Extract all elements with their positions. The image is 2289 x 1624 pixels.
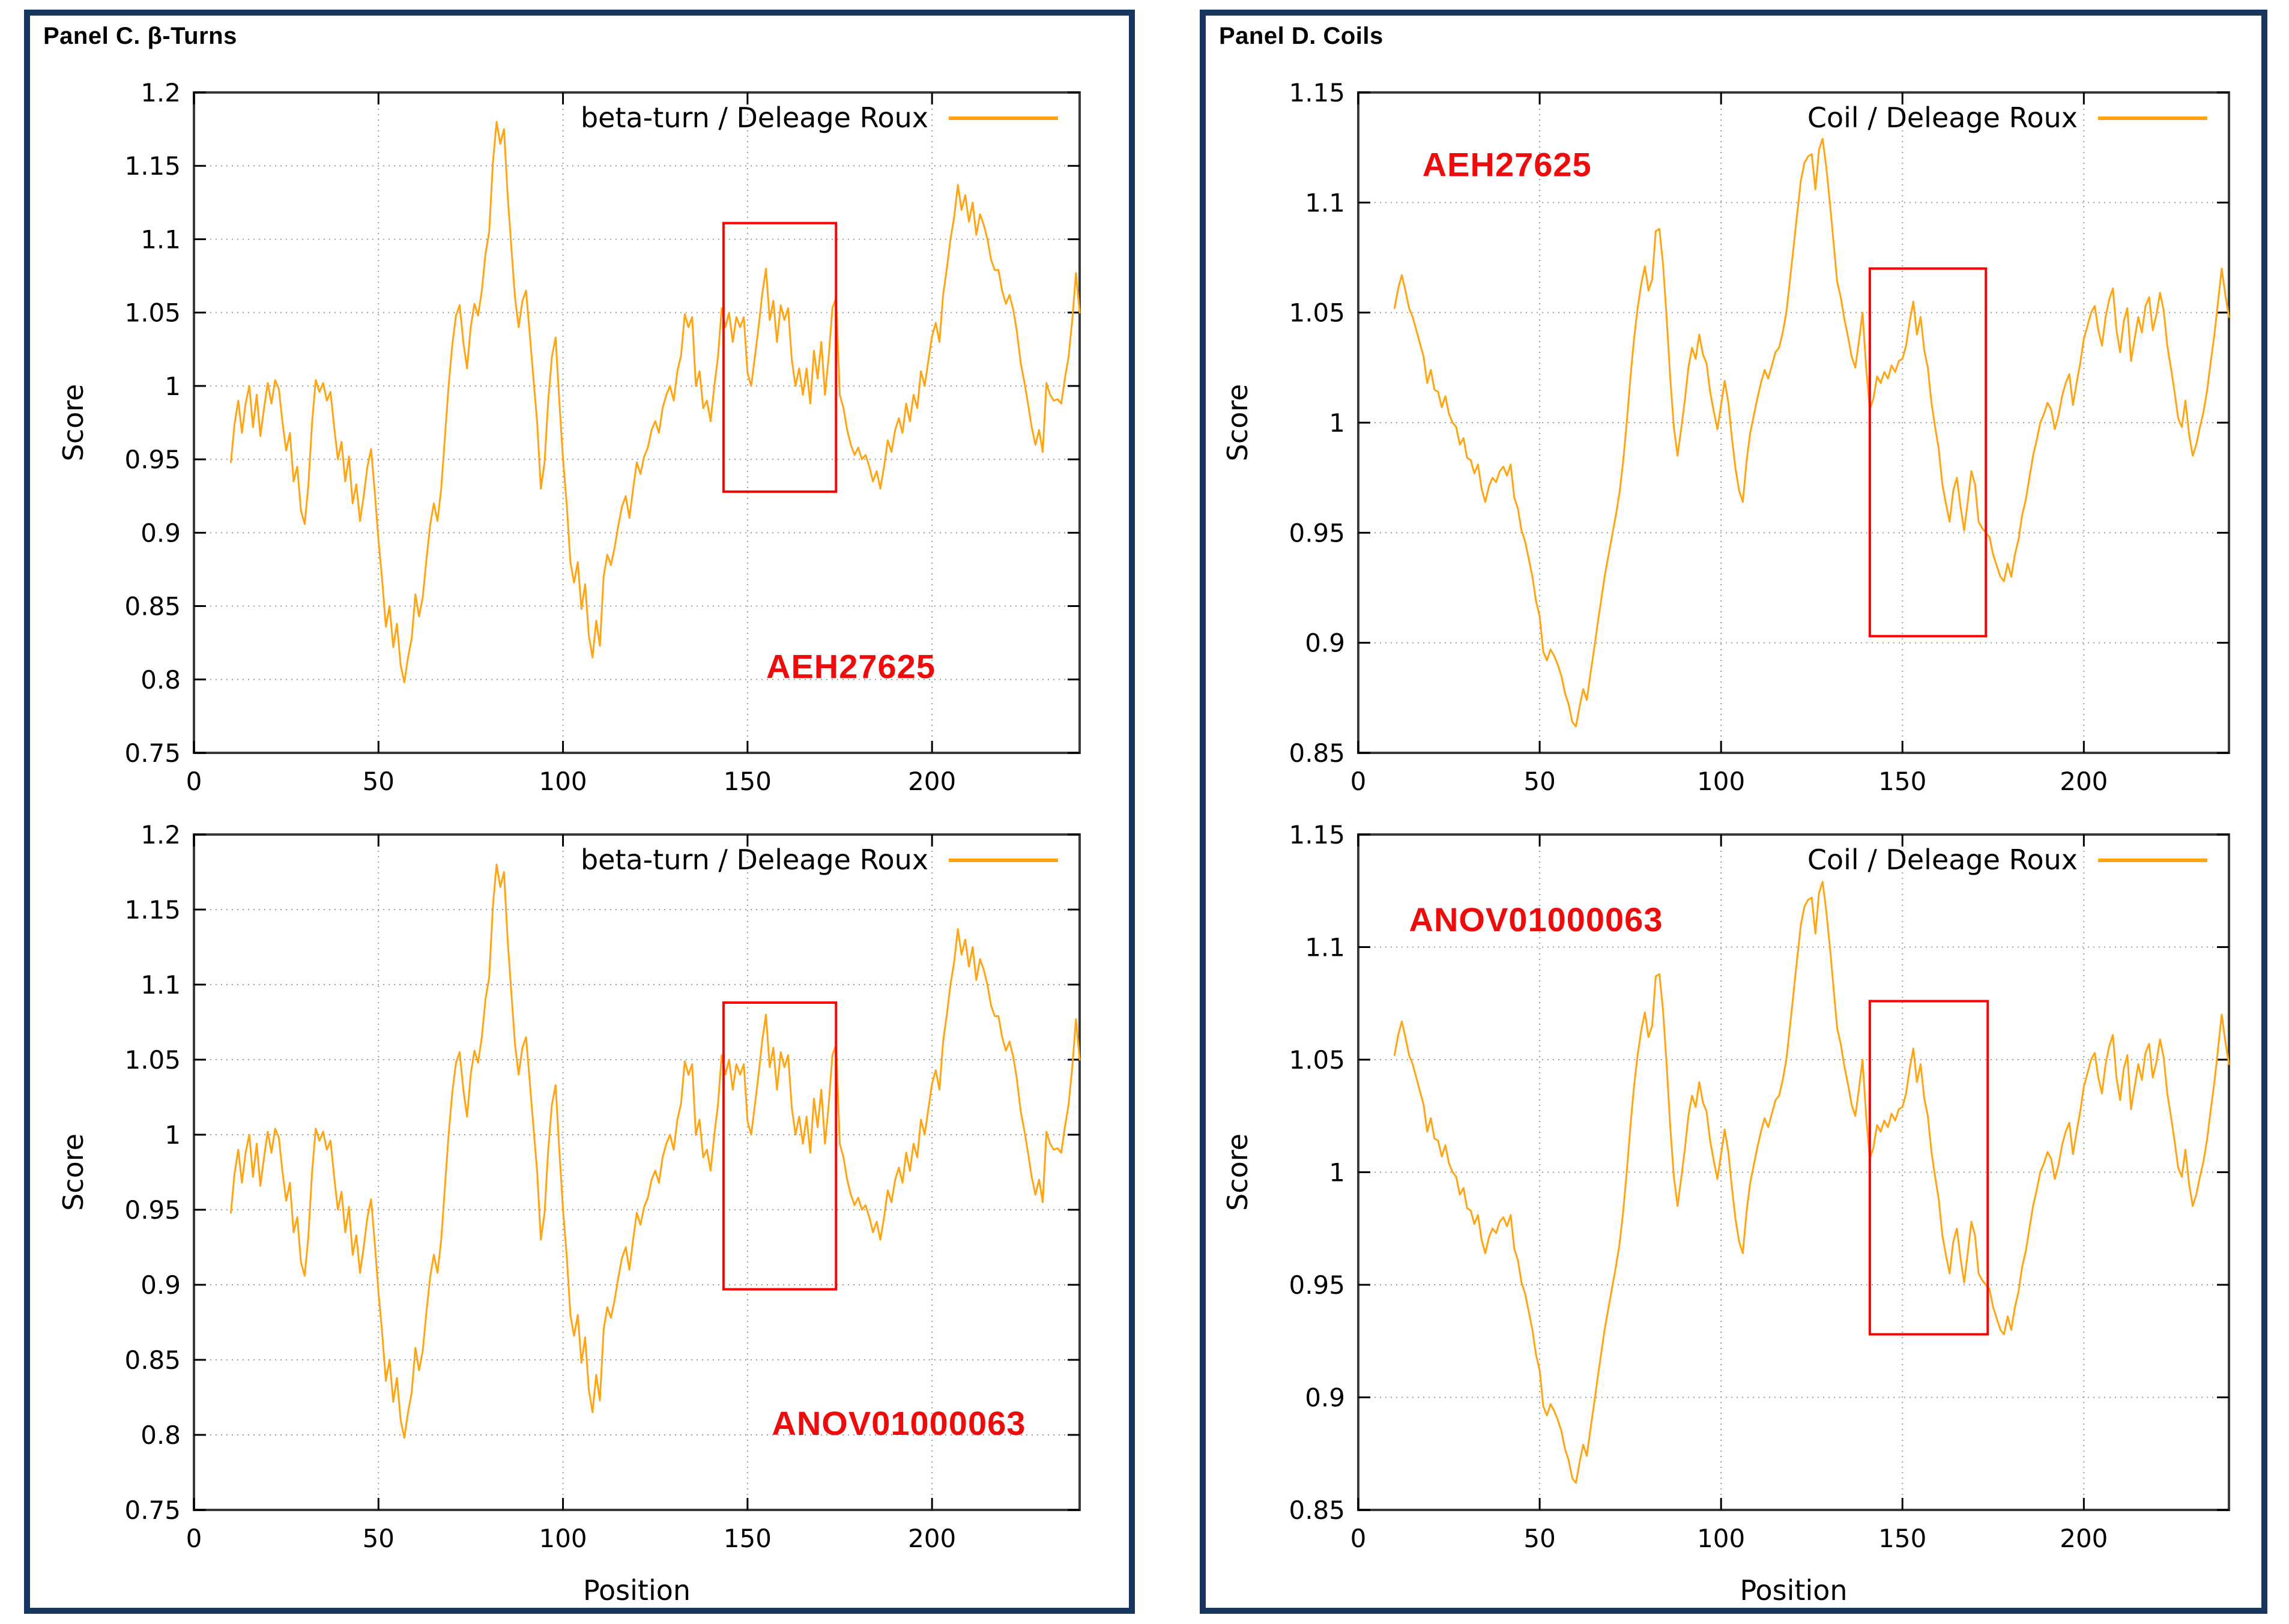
y-tick-label: 0.9 — [141, 1270, 181, 1300]
y-tick-label: 1.1 — [1305, 933, 1345, 962]
panel-c-title: Panel C. β-Turns — [43, 23, 237, 49]
y-tick-label: 0.95 — [124, 445, 181, 474]
x-tick-label: 50 — [1523, 1524, 1555, 1553]
x-tick-label: 50 — [363, 1524, 395, 1553]
sequence-id-label: ANOV01000063 — [772, 1404, 1026, 1442]
panel-d-coils: Panel D. Coils 0 50 100 150 200 0.85 0.9 0.95 1 1… — [1200, 10, 2267, 1614]
y-tick-label: 1.2 — [141, 820, 181, 850]
x-tick-label: 0 — [186, 767, 202, 796]
x-tick-label: 200 — [908, 1524, 956, 1553]
chart-svg: 0 50 100 150 2000.750.80.850.90.9511.051.11.… — [57, 78, 1081, 1607]
x-tick-label: 50 — [1523, 767, 1555, 796]
panel-c-chart-area: 0 50 100 150 200 0.75 0.8 0.85 0.9 0.95 1 1.05 1.1 1.… — [30, 16, 1129, 1608]
panel-d-title: Panel D. Coils — [1219, 23, 1383, 49]
y-tick-label: 1 — [1329, 408, 1345, 438]
y-tick-label: 0.75 — [124, 738, 181, 768]
sequence-id-label: ANOV01000063 — [1409, 901, 1663, 938]
highlight-box — [722, 222, 838, 493]
chart-svg: 0 50 100 150 2000.850.90.9511.051.11.15AEH27… — [1221, 78, 2230, 1607]
y-tick-label: 1.05 — [1289, 1045, 1345, 1075]
series-line — [1393, 881, 2230, 1484]
y-tick-label: 0.85 — [1289, 738, 1345, 768]
y-tick-label: 1.05 — [1289, 298, 1345, 328]
x-tick-label: 0 — [186, 1524, 202, 1553]
y-tick-label: 1.1 — [141, 970, 181, 1000]
plot-area-border — [193, 91, 1081, 754]
y-axis-label: Score — [1221, 1133, 1254, 1211]
x-tick-label: 150 — [1878, 767, 1926, 796]
highlight-box — [1868, 1000, 1989, 1336]
x-tick-label: 150 — [724, 767, 772, 796]
legend-label: Coil / Deleage Roux — [1807, 101, 2078, 134]
series-line — [1393, 137, 2230, 728]
y-axis-label: Score — [57, 384, 89, 462]
y-axis-label: Score — [1221, 384, 1254, 462]
y-tick-label: 1.15 — [1289, 78, 1345, 107]
y-tick-label: 0.8 — [141, 1420, 181, 1450]
legend-label: beta-turn / Deleage Roux — [581, 101, 928, 134]
y-tick-label: 0.9 — [1305, 1383, 1345, 1413]
y-tick-label: 0.95 — [124, 1195, 181, 1225]
y-tick-label: 0.95 — [1289, 518, 1345, 548]
x-tick-label: 200 — [2060, 767, 2108, 796]
legend-label: beta-turn / Deleage Roux — [581, 844, 928, 876]
y-tick-label: 1.05 — [124, 298, 181, 328]
y-tick-label: 0.9 — [141, 518, 181, 548]
x-tick-label: 200 — [908, 767, 956, 796]
panel-d-chart-area: 0 50 100 150 200 0.85 0.9 0.95 1 1.05 1.1 1.15 AEH27… — [1206, 16, 2261, 1608]
y-tick-label: 0.85 — [124, 592, 181, 621]
y-tick-label: 1 — [165, 372, 181, 401]
y-tick-label: 0.85 — [1289, 1496, 1345, 1525]
series-line — [230, 121, 1081, 684]
sequence-id-label: AEH27625 — [766, 647, 936, 685]
y-tick-label: 1.05 — [124, 1045, 181, 1075]
plot-area-border — [193, 833, 1081, 1511]
y-tick-label: 1.1 — [141, 225, 181, 254]
x-tick-label: 200 — [2060, 1524, 2108, 1553]
x-tick-label: 100 — [1697, 1524, 1745, 1553]
sequence-id-label: AEH27625 — [1423, 145, 1592, 183]
highlight-box — [722, 1001, 838, 1291]
y-tick-label: 1.15 — [124, 151, 181, 181]
y-tick-label: 0.8 — [141, 665, 181, 695]
x-tick-label: 50 — [363, 767, 395, 796]
x-tick-label: 0 — [1350, 1524, 1367, 1553]
x-tick-label: 150 — [724, 1524, 772, 1553]
y-tick-label: 0.95 — [1289, 1270, 1345, 1300]
y-axis-label: Score — [57, 1133, 89, 1211]
y-tick-label: 0.9 — [1305, 629, 1345, 658]
y-tick-label: 1.1 — [1305, 188, 1345, 217]
x-axis-label: Position — [583, 1574, 691, 1607]
highlight-box — [1868, 267, 1988, 638]
y-tick-label: 1.15 — [124, 895, 181, 925]
x-tick-label: 100 — [539, 1524, 587, 1553]
x-axis-label: Position — [1740, 1574, 1847, 1607]
legend-label: Coil / Deleage Roux — [1807, 844, 2078, 876]
y-tick-label: 0.85 — [124, 1345, 181, 1375]
x-tick-label: 100 — [539, 767, 587, 796]
x-tick-label: 100 — [1697, 767, 1745, 796]
y-tick-label: 1.2 — [141, 78, 181, 107]
x-tick-label: 0 — [1350, 767, 1367, 796]
y-tick-label: 1 — [1329, 1158, 1345, 1188]
series-line — [230, 863, 1081, 1439]
panel-c-beta-turns: Panel C. β-Turns 0 50 100 150 200 0.75 0.8 0.85… — [24, 10, 1135, 1614]
x-tick-label: 150 — [1878, 1524, 1926, 1553]
y-tick-label: 1 — [165, 1120, 181, 1150]
y-tick-label: 0.75 — [124, 1496, 181, 1525]
y-tick-label: 1.15 — [1289, 820, 1345, 850]
